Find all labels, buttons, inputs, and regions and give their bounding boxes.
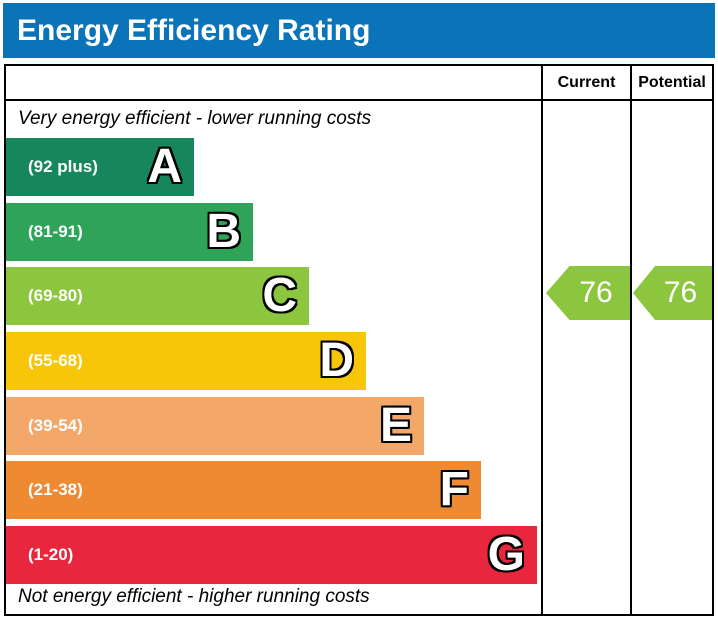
band-range-label: (1-20) (28, 545, 74, 564)
band-row-a: (92 plus) A (6, 138, 194, 196)
band-row-e: (39-54) E (6, 397, 424, 455)
band-letter: A (147, 140, 182, 193)
band-range-label: (39-54) (28, 416, 83, 435)
page-title: Energy Efficiency Rating (17, 13, 371, 47)
band-row-b: (81-91) B (6, 203, 253, 261)
band-letter: F (439, 463, 469, 516)
rating-table: Current Potential Very energy efficient … (4, 64, 714, 616)
band-row-d: (55-68) D (6, 332, 366, 390)
band-row-g: (1-20) G (6, 526, 537, 584)
current-rating-arrow: 76 (546, 266, 630, 320)
header-row-divider (6, 99, 712, 101)
band-range-label: (92 plus) (28, 157, 98, 176)
column-header-current: Current (557, 73, 616, 91)
bottom-caption: Not energy efficient - higher running co… (18, 586, 370, 607)
column-divider-current (541, 66, 543, 614)
current-rating-value: 76 (579, 276, 613, 309)
band-letter: G (487, 528, 525, 581)
band-range-label: (81-91) (28, 222, 83, 241)
band-range-label: (69-80) (28, 286, 83, 305)
title-bar: Energy Efficiency Rating (3, 3, 715, 58)
band-row-f: (21-38) F (6, 461, 481, 519)
band-range-label: (55-68) (28, 351, 83, 370)
potential-rating-arrow: 76 (633, 266, 712, 320)
column-header-potential: Potential (638, 73, 706, 91)
band-row-c: (69-80) C (6, 267, 309, 325)
band-letter: E (379, 399, 412, 452)
band-letter: C (262, 269, 297, 322)
band-letter: B (206, 205, 241, 258)
band-range-label: (21-38) (28, 480, 83, 499)
column-divider-potential (630, 66, 632, 614)
band-letter: D (319, 334, 354, 387)
potential-rating-value: 76 (663, 276, 698, 309)
top-caption: Very energy efficient - lower running co… (18, 108, 372, 129)
